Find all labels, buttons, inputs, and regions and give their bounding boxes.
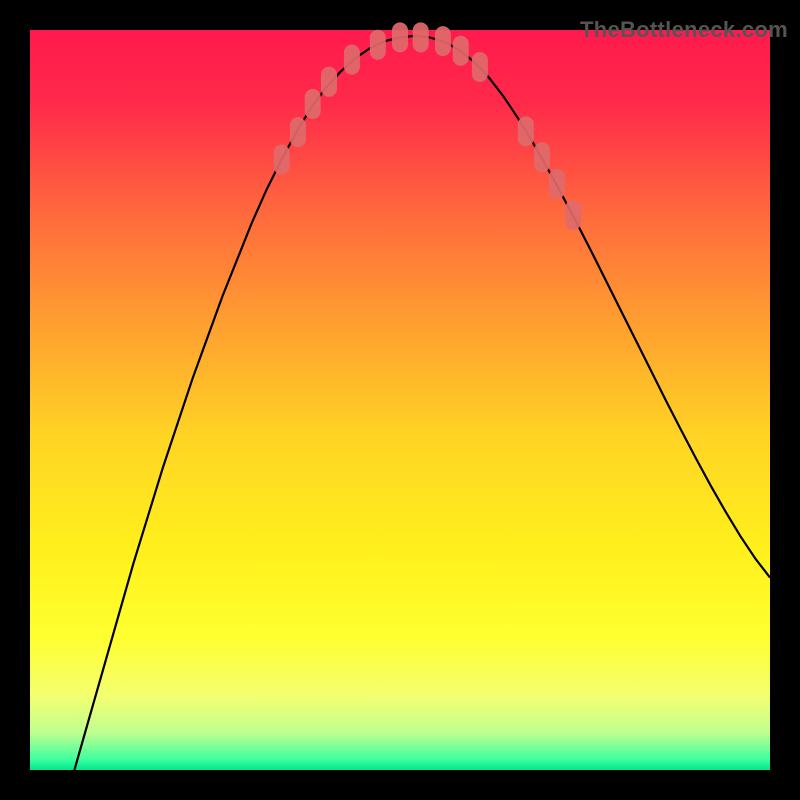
curve-marker bbox=[413, 22, 429, 52]
chart-svg: TheBottleneck.com bbox=[0, 0, 800, 800]
curve-marker bbox=[518, 116, 534, 146]
curve-marker bbox=[344, 45, 360, 75]
watermark-text: TheBottleneck.com bbox=[580, 17, 788, 42]
curve-marker bbox=[453, 36, 469, 66]
curve-marker bbox=[534, 142, 550, 172]
curve-marker bbox=[549, 169, 565, 199]
curve-marker bbox=[290, 117, 306, 147]
curve-marker bbox=[305, 89, 321, 119]
curve-marker bbox=[274, 145, 290, 175]
curve-marker bbox=[565, 200, 581, 230]
curve-marker bbox=[321, 67, 337, 97]
curve-marker bbox=[392, 22, 408, 52]
plot-background bbox=[30, 30, 770, 770]
curve-marker bbox=[370, 30, 386, 60]
curve-marker bbox=[472, 52, 488, 82]
curve-marker bbox=[435, 26, 451, 56]
